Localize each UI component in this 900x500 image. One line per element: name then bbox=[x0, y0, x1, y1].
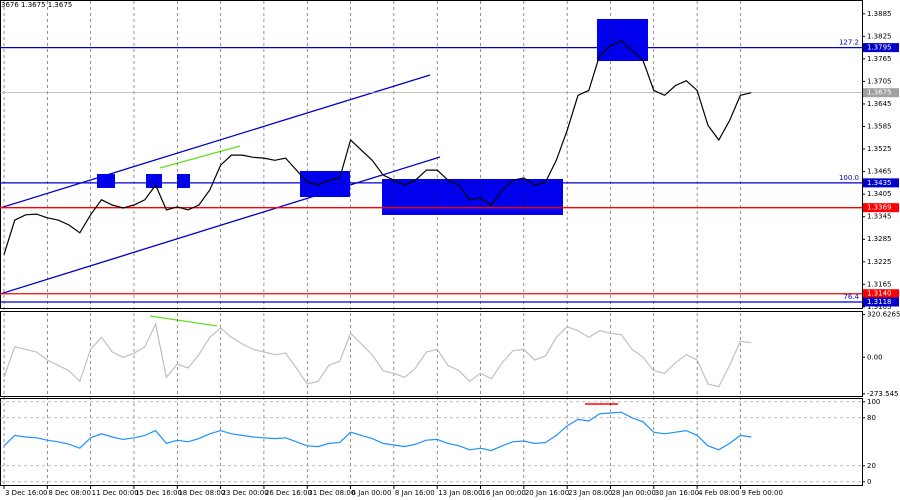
x-tick-label: 20 Jan 16:00 bbox=[525, 489, 569, 497]
cci-panel bbox=[0, 311, 863, 397]
level-label: 1.3140 bbox=[867, 290, 892, 298]
x-tick-label: 18 Dec 08:00 bbox=[178, 489, 225, 497]
level-label-box bbox=[863, 178, 899, 188]
x-tick-label: 30 Jan 16:00 bbox=[655, 489, 699, 497]
y-tick-label: 1.3405 bbox=[867, 190, 892, 198]
zone-box bbox=[97, 174, 115, 188]
x-tick-label: 15 Dec 16:00 bbox=[135, 489, 182, 497]
level-label: 1.3118 bbox=[867, 298, 892, 306]
y-tick-label: 1.3645 bbox=[867, 100, 892, 108]
x-tick-label: 16 Jan 00:00 bbox=[482, 489, 526, 497]
y-tick-label: 100 bbox=[867, 398, 880, 406]
zone-box bbox=[382, 179, 563, 215]
y-tick-label: 1.3105 bbox=[867, 303, 892, 311]
zone-box bbox=[597, 19, 648, 61]
y-tick-label: 1.3825 bbox=[867, 32, 892, 40]
zone-box bbox=[177, 174, 190, 188]
y-tick-label: 320.6265 bbox=[867, 311, 900, 319]
y-tick-label: 1.3585 bbox=[867, 123, 892, 131]
x-tick-label: 8 Dec 08:00 bbox=[48, 489, 91, 497]
y-tick-label: 1.3525 bbox=[867, 145, 892, 153]
level-label: 1.3435 bbox=[867, 179, 892, 187]
fib-tag: 100.0 bbox=[839, 174, 859, 182]
level-label: 1.3795 bbox=[867, 44, 892, 52]
x-tick-label: 31 Dec 08:00 bbox=[308, 489, 355, 497]
y-tick-label: -273.545 bbox=[867, 390, 898, 398]
series-line bbox=[3, 40, 752, 255]
x-tick-label: 9 Feb 00:00 bbox=[741, 489, 782, 497]
zone-box bbox=[146, 174, 162, 188]
x-tick-label: 11 Dec 00:00 bbox=[92, 489, 139, 497]
series-line bbox=[3, 322, 752, 388]
y-tick-label: 0.00 bbox=[867, 353, 883, 361]
level-label-box bbox=[863, 297, 899, 307]
x-tick-label: 8 Jan 16:00 bbox=[395, 489, 435, 497]
x-tick-label: 26 Dec 16:00 bbox=[265, 489, 312, 497]
fib-tag: 127.2 bbox=[839, 39, 859, 47]
level-label-box bbox=[863, 88, 899, 98]
channel-lower bbox=[0, 156, 441, 295]
level-label-box bbox=[863, 43, 899, 53]
y-tick-label: 1.3765 bbox=[867, 55, 892, 63]
level-label-box bbox=[863, 289, 899, 299]
level-label-box bbox=[863, 203, 899, 213]
header-text: 3676 1.3675 1.3675 bbox=[1, 1, 72, 9]
x-tick-label: 4 Feb 08:00 bbox=[698, 489, 739, 497]
divergence-line bbox=[159, 145, 241, 169]
y-tick-label: 1.3345 bbox=[867, 213, 892, 221]
y-tick-label: 1.3705 bbox=[867, 77, 892, 85]
level-label: 1.3675 bbox=[867, 89, 892, 97]
x-tick-label: 28 Jan 00:00 bbox=[611, 489, 655, 497]
cci-divergence bbox=[149, 315, 218, 327]
level-label: 1.3369 bbox=[867, 204, 892, 212]
y-tick-label: 1.3225 bbox=[867, 258, 892, 266]
fib-tag: 76.4 bbox=[843, 293, 859, 301]
series-line bbox=[3, 411, 752, 452]
y-tick-label: 20 bbox=[867, 462, 876, 470]
y-tick-label: 1.3285 bbox=[867, 235, 892, 243]
zone-box bbox=[300, 171, 350, 197]
y-tick-label: 1.3465 bbox=[867, 168, 892, 176]
y-tick-label: 0 bbox=[867, 478, 871, 486]
y-tick-label: 80 bbox=[867, 414, 876, 422]
x-tick-label: 6 Jan 00:00 bbox=[352, 489, 392, 497]
channel-upper bbox=[0, 74, 431, 209]
price-panel bbox=[0, 0, 863, 309]
y-tick-label: 1.3165 bbox=[867, 280, 892, 288]
y-tick-label: 1.3885 bbox=[867, 10, 892, 18]
x-tick-label: 3 Dec 16:00 bbox=[5, 489, 48, 497]
x-tick-label: 23 Jan 08:00 bbox=[568, 489, 612, 497]
x-tick-label: 23 Dec 00:00 bbox=[222, 489, 269, 497]
x-tick-label: 13 Jan 08:00 bbox=[438, 489, 482, 497]
rsi-panel bbox=[0, 398, 863, 486]
